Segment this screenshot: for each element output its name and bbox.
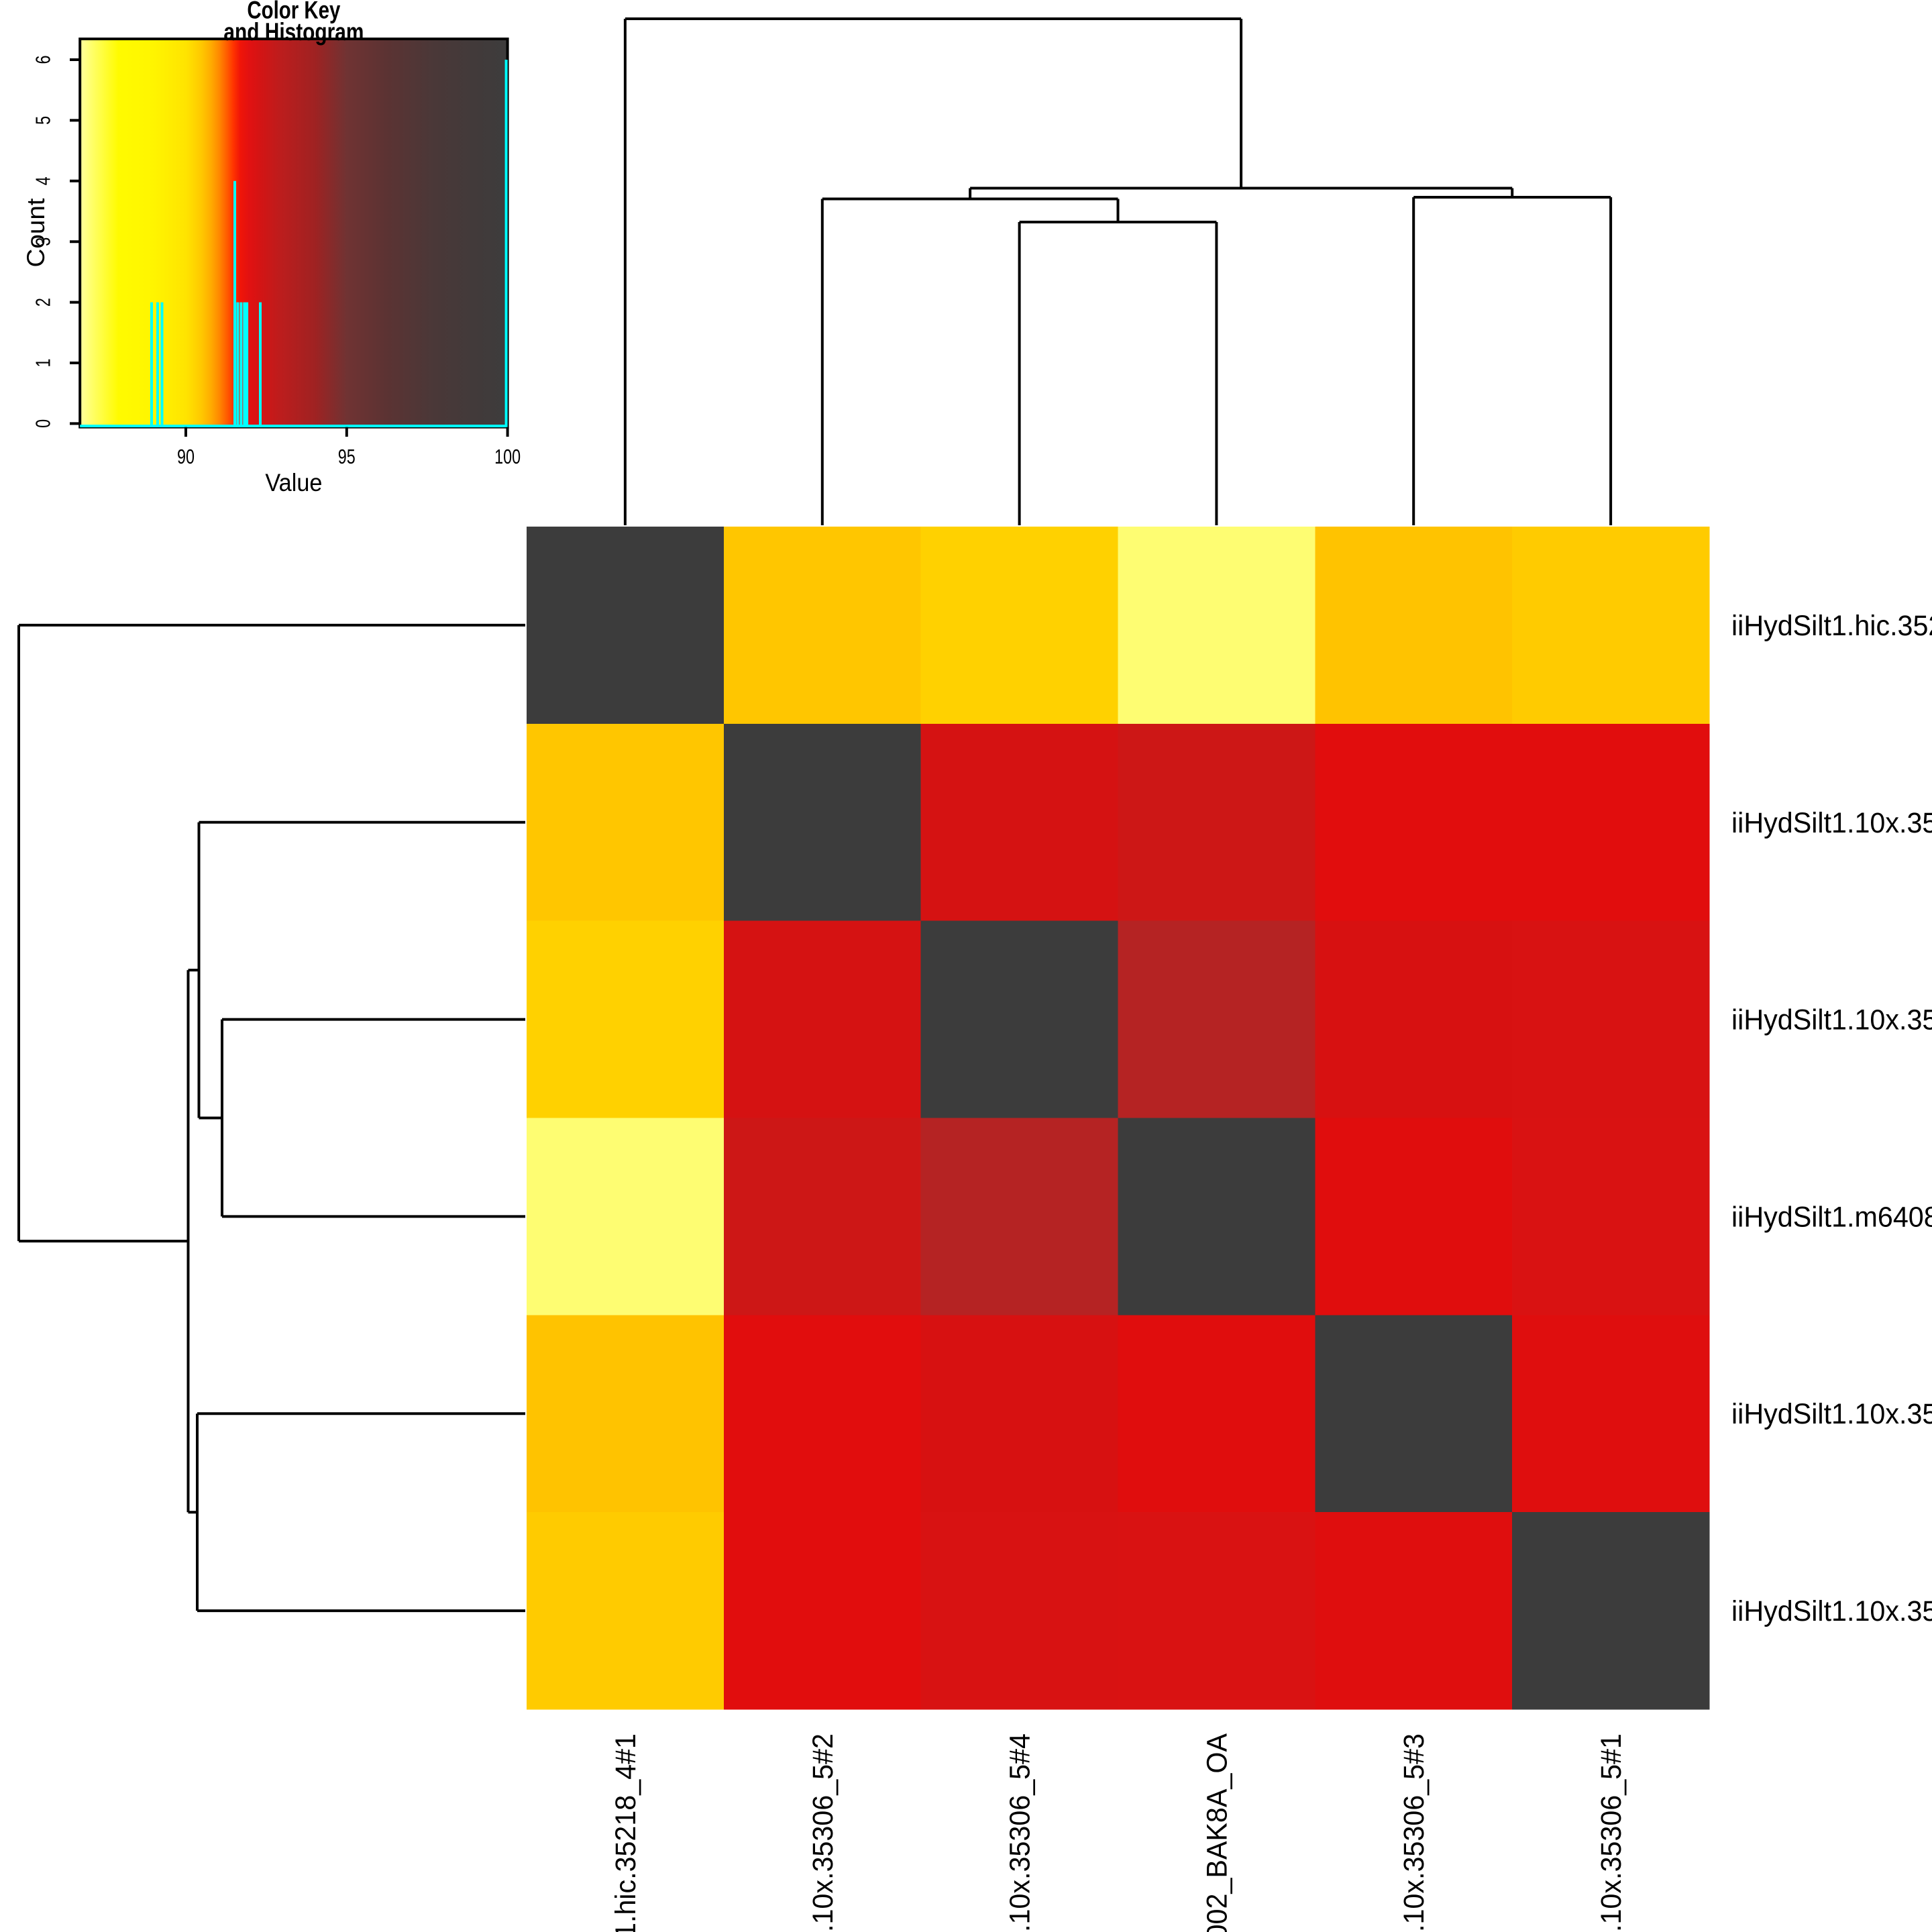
svg-text:iiHydSilt1.10x.35306_5#3: iiHydSilt1.10x.35306_5#3 bbox=[1731, 1398, 1932, 1430]
svg-text:iiHydSilt1.10x.35306_5#4: iiHydSilt1.10x.35306_5#4 bbox=[1004, 1733, 1036, 1932]
svg-text:iiHydSilt1.m64089e_002_BAK8A_O: iiHydSilt1.m64089e_002_BAK8A_OA bbox=[1201, 1733, 1233, 1932]
svg-text:2: 2 bbox=[32, 298, 55, 307]
svg-text:Count: Count bbox=[22, 198, 50, 268]
svg-text:iiHydSilt1.hic.35218_4#1: iiHydSilt1.hic.35218_4#1 bbox=[610, 1733, 642, 1932]
svg-text:iiHydSilt1.10x.35306_5#1: iiHydSilt1.10x.35306_5#1 bbox=[1731, 1595, 1932, 1627]
svg-text:100: 100 bbox=[494, 445, 521, 468]
svg-text:Value: Value bbox=[265, 469, 322, 496]
svg-text:90: 90 bbox=[177, 445, 195, 468]
svg-text:iiHydSilt1.10x.35306_5#2: iiHydSilt1.10x.35306_5#2 bbox=[1731, 807, 1932, 839]
svg-text:0: 0 bbox=[32, 419, 55, 428]
svg-text:Color Key: Color Key bbox=[247, 0, 340, 23]
svg-text:iiHydSilt1.m64089e_002_BAK8A_O: iiHydSilt1.m64089e_002_BAK8A_OA bbox=[1731, 1201, 1932, 1233]
svg-text:4: 4 bbox=[32, 176, 55, 185]
svg-text:5: 5 bbox=[32, 116, 55, 125]
svg-text:6: 6 bbox=[32, 56, 55, 64]
svg-text:iiHydSilt1.hic.35218_4#1: iiHydSilt1.hic.35218_4#1 bbox=[1731, 610, 1932, 642]
svg-text:iiHydSilt1.10x.35306_5#4: iiHydSilt1.10x.35306_5#4 bbox=[1731, 1004, 1932, 1036]
svg-text:and Histogram: and Histogram bbox=[223, 18, 364, 46]
svg-text:95: 95 bbox=[338, 445, 356, 468]
svg-text:1: 1 bbox=[32, 359, 55, 368]
svg-text:3: 3 bbox=[32, 237, 55, 246]
svg-text:iiHydSilt1.10x.35306_5#1: iiHydSilt1.10x.35306_5#1 bbox=[1595, 1733, 1627, 1932]
svg-text:iiHydSilt1.10x.35306_5#3: iiHydSilt1.10x.35306_5#3 bbox=[1398, 1733, 1430, 1932]
svg-text:iiHydSilt1.10x.35306_5#2: iiHydSilt1.10x.35306_5#2 bbox=[807, 1733, 839, 1932]
